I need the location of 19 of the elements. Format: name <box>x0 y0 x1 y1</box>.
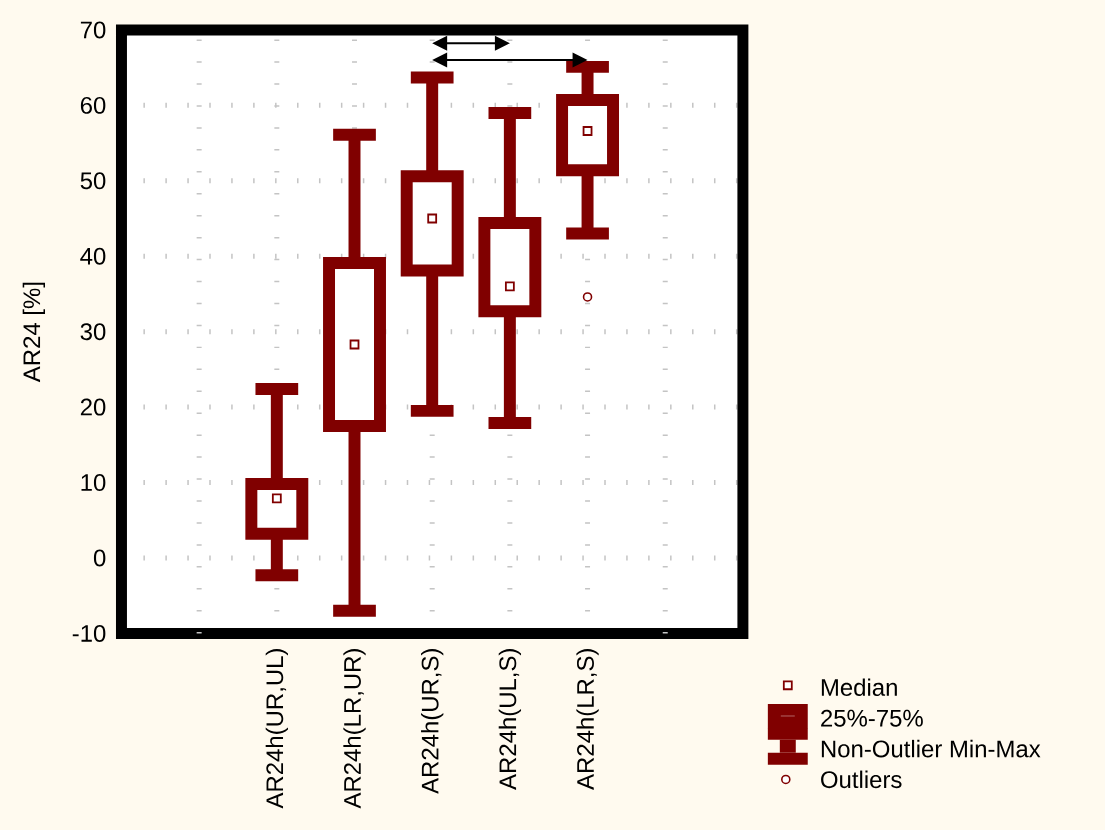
x-tick-label: AR24h(UR,S) <box>421 649 444 794</box>
y-tick-label: 30 <box>80 323 106 341</box>
text: Median <box>821 678 897 697</box>
x-tick-label: AR24h(UL,S) <box>498 649 522 790</box>
x-tick-label: AR24h(UR,UL) <box>265 649 288 809</box>
y-tick-label: 50 <box>80 172 106 190</box>
y-axis-title: AR24 [%] <box>22 282 45 383</box>
y-tick-label: 20 <box>80 398 106 416</box>
y-tick-label: 40 <box>80 247 106 265</box>
text: Outliers <box>821 770 902 789</box>
y-tick-label: 10 <box>81 474 106 492</box>
x-tick-label: AR24h(LR,S) <box>576 649 599 790</box>
y-tick-label: -10 <box>72 624 106 642</box>
y-tick-label: 0 <box>93 549 106 567</box>
x-tick-label: AR24h(LR,UR) <box>343 649 366 809</box>
text: Non-Outlier Min-Max <box>821 739 1041 758</box>
text: 25%-75% <box>821 709 923 727</box>
y-tick-label: 60 <box>80 96 106 114</box>
y-tick-label: 70 <box>80 21 106 39</box>
